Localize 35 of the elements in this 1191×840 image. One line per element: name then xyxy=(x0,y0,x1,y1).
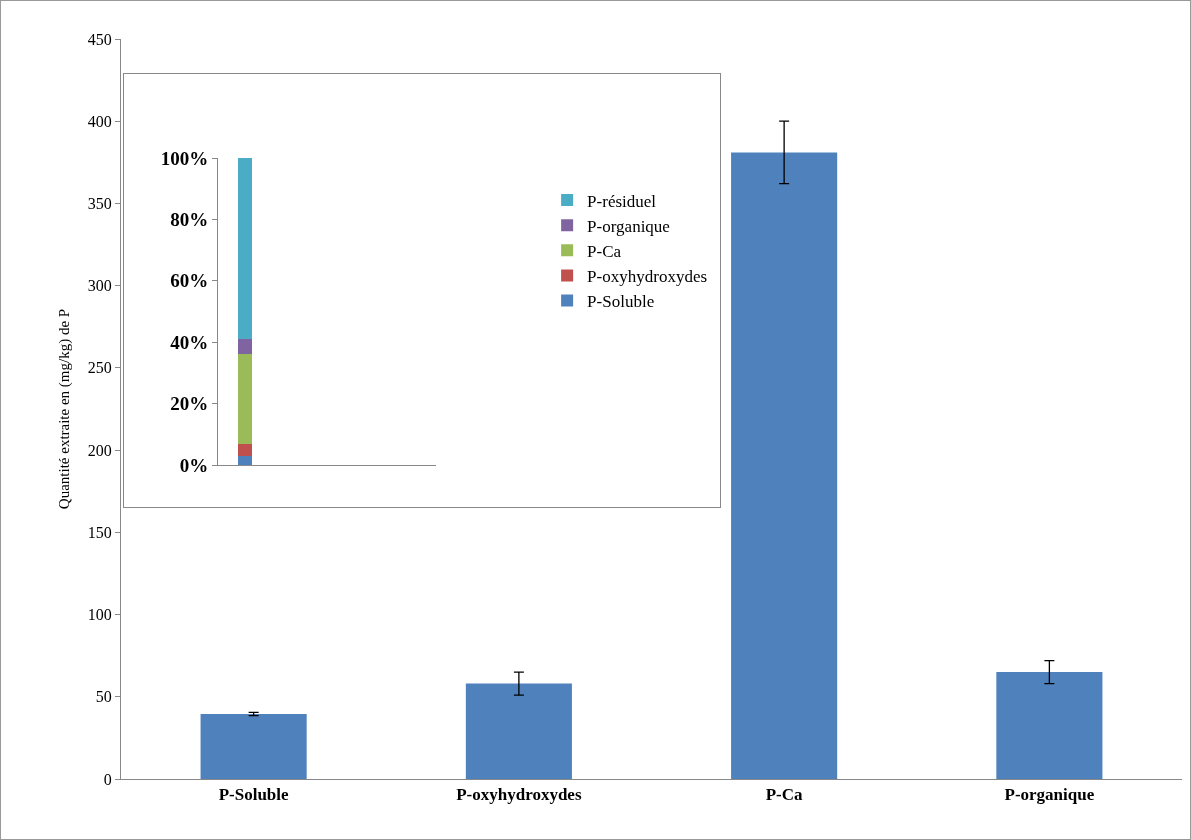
y-axis-title: Quantité extraite en (mg/kg) de P xyxy=(56,308,74,510)
bar xyxy=(238,339,253,355)
y-tick-label: 400 xyxy=(87,112,112,130)
y-tick-label: 100% xyxy=(160,147,209,169)
legend-label: P-Ca xyxy=(587,241,622,261)
y-tick-label: 60% xyxy=(170,270,209,292)
bar xyxy=(996,672,1103,779)
bar xyxy=(200,714,307,779)
x-tick-label: P-organique xyxy=(1004,785,1095,805)
x-tick-label: P-Ca xyxy=(765,785,804,805)
bar xyxy=(238,443,253,456)
y-tick-label: 50 xyxy=(95,688,112,706)
y-tick-label: 350 xyxy=(87,195,112,213)
bar xyxy=(238,354,253,444)
y-tick-label: 450 xyxy=(87,30,112,48)
x-tick-label: P-Soluble xyxy=(218,785,290,805)
bar xyxy=(238,158,253,340)
y-tick-label: 0 xyxy=(103,770,112,788)
y-tick-label: 250 xyxy=(87,359,112,377)
y-tick-label: 300 xyxy=(87,277,112,295)
legend-label: P-Soluble xyxy=(587,292,655,312)
y-tick-label: 150 xyxy=(87,523,112,541)
bar xyxy=(731,152,838,779)
bar xyxy=(465,683,572,779)
y-tick-label: 80% xyxy=(170,209,209,231)
legend-label: P-résiduel xyxy=(587,191,657,211)
y-tick-label: 100 xyxy=(87,606,112,624)
y-tick-label: 0% xyxy=(179,454,209,476)
x-tick-label: P-oxyhydroxydes xyxy=(456,785,582,805)
y-tick-label: 20% xyxy=(170,393,209,415)
legend-label: P-organique xyxy=(587,216,670,236)
bar xyxy=(238,455,253,465)
y-tick-label: 200 xyxy=(87,441,112,459)
legend-label: P-oxyhydroxydes xyxy=(587,267,708,287)
y-tick-label: 40% xyxy=(170,331,209,353)
